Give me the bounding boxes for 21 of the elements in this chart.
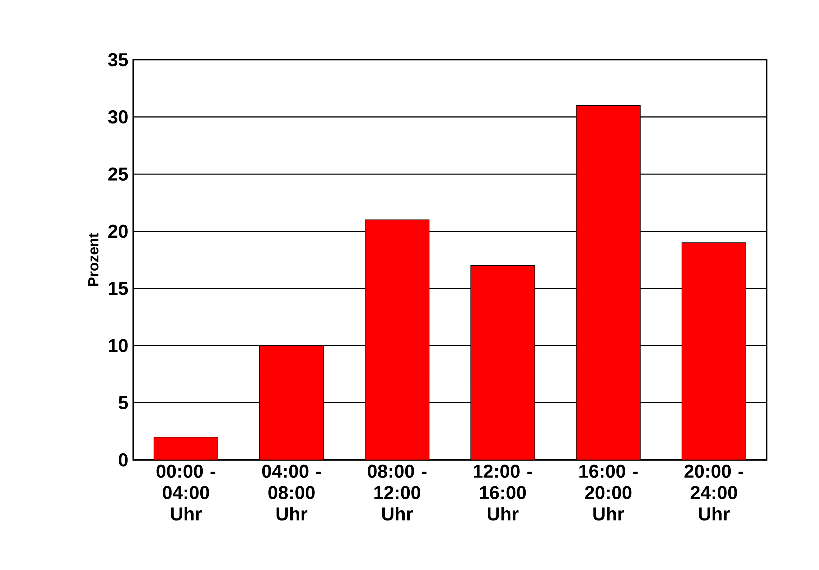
y-tick-label: 20: [108, 225, 128, 238]
bar: [260, 346, 324, 460]
y-tick-label: 30: [108, 110, 128, 124]
y-tick-label: 0: [119, 454, 128, 468]
x-tick-label: 20:00 - 24:00 Uhr: [684, 465, 744, 522]
bar: [365, 220, 430, 460]
y-tick-label: 5: [118, 396, 128, 410]
bar: [576, 106, 641, 460]
x-tick-label: 00:00 - 04:00 Uhr: [156, 465, 216, 522]
bar: [470, 266, 535, 460]
bar: [154, 438, 218, 460]
y-tick-label: 25: [108, 168, 128, 182]
y-tick-label: 35: [108, 54, 128, 67]
x-tick-label: 16:00 - 20:00 Uhr: [580, 465, 638, 522]
y-tick-label: 10: [109, 339, 128, 353]
y-axis-title: Prozent: [88, 234, 99, 286]
x-tick-label: 04:00 - 08:00 Uhr: [262, 465, 322, 522]
x-tick-label: 12:00 - 16:00 Uhr: [474, 465, 532, 522]
y-tick-label: 15: [109, 282, 128, 296]
x-tick-label: 08:00 - 12:00 Uhr: [368, 465, 427, 522]
bar: [682, 242, 746, 460]
